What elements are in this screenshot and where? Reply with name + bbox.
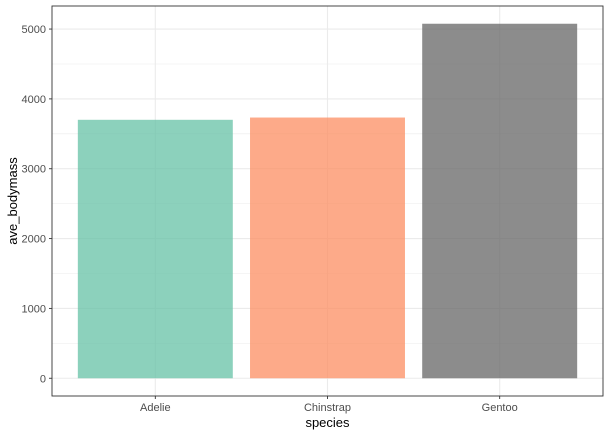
x-tick-label-chinstrap: Chinstrap — [304, 402, 351, 414]
bars — [77, 23, 578, 379]
y-tick-label: 3000 — [22, 164, 46, 176]
y-axis: 0 1000 2000 3000 4000 5000 — [22, 24, 52, 385]
bar-gentoo — [422, 23, 578, 379]
x-axis-title: species — [305, 415, 350, 430]
y-tick-label: 4000 — [22, 94, 46, 106]
bar-chinstrap — [250, 117, 405, 379]
x-axis: Adelie Chinstrap Gentoo — [140, 396, 518, 414]
y-axis-title: ave_bodymass — [5, 157, 20, 245]
x-tick-label-gentoo: Gentoo — [482, 402, 518, 414]
y-tick-label: 5000 — [22, 24, 46, 36]
x-tick-label-adelie: Adelie — [140, 402, 171, 414]
bar-adelie — [77, 119, 233, 379]
y-tick-label: 2000 — [22, 234, 46, 246]
y-tick-label: 1000 — [22, 303, 46, 315]
y-tick-label: 0 — [40, 373, 46, 385]
